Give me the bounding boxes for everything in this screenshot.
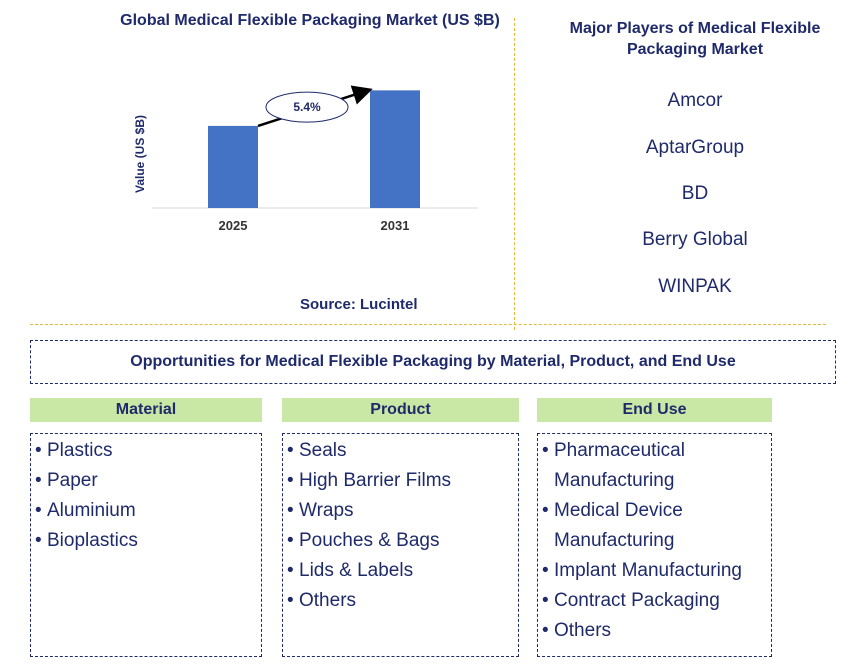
players-title: Major Players of Medical Flexible Packag… [569, 20, 821, 58]
list-item-text: Wraps [299, 500, 354, 521]
list-item: Manufacturing [542, 526, 771, 556]
list-item-text: Lids & Labels [299, 560, 414, 581]
list-item: • Others [287, 586, 518, 616]
list-item-text: Seals [299, 440, 347, 461]
horizontal-divider [30, 324, 826, 325]
list-item-text: Pouches & Bags [299, 530, 440, 551]
opportunities-title-text: Opportunities for Medical Flexible Packa… [130, 353, 736, 370]
cagr-ellipse [265, 91, 349, 123]
cagr-label: 5.4% [293, 100, 321, 114]
end-use-header: End Use [537, 398, 772, 422]
bullet-icon: • [35, 500, 42, 521]
bullet-icon: • [542, 590, 549, 611]
opportunities-title: Opportunities for Medical Flexible Packa… [30, 340, 836, 384]
bullet-icon: • [35, 470, 42, 491]
material-header: Material [30, 398, 262, 422]
bar-2031 [370, 90, 420, 208]
list-item-text: Medical Device [554, 500, 683, 521]
x-tick-2025: 2025 [219, 218, 248, 233]
player-winpak: WINPAK [658, 276, 732, 297]
player-berry-global: Berry Global [642, 229, 748, 250]
list-item-text: Others [299, 590, 357, 611]
bullet-icon: • [35, 530, 42, 551]
list-item-text: Manufacturing [554, 530, 675, 551]
list-item: • Aluminium [35, 496, 261, 526]
player-amcor: Amcor [667, 90, 723, 111]
list-item: • Plastics [35, 436, 261, 466]
bullet-icon: • [287, 590, 294, 611]
material-list: • Plastics • Paper • Aluminium • Bioplastics [35, 436, 261, 556]
material-list-box: • Plastics • Paper • Aluminium • Bioplastics [30, 433, 262, 657]
y-axis-label: Value (US $B) [133, 115, 147, 193]
list-item: Manufacturing [542, 466, 771, 496]
list-item-text: Paper [47, 470, 98, 491]
list-item-text: Bioplastics [47, 530, 138, 551]
bar-2025 [208, 125, 258, 208]
list-item: • High Barrier Films [287, 466, 518, 496]
chart-title: Global Medical Flexible Packaging Market… [120, 12, 500, 29]
list-item: • Pharmaceutical [542, 436, 771, 466]
list-item: • Wraps [287, 496, 518, 526]
list-item: • Contract Packaging [542, 586, 771, 616]
end-use-list: • Pharmaceutical Manufacturing • Medical Dev… [542, 436, 771, 646]
bullet-icon: • [287, 470, 294, 491]
bullet-icon: • [542, 500, 549, 521]
list-item: • Others [542, 616, 771, 646]
list-item: • Bioplastics [35, 526, 261, 556]
list-item: • Seals [287, 436, 518, 466]
list-item-text: Manufacturing [554, 470, 675, 491]
player-bd: BD [681, 183, 709, 204]
bullet-icon: • [287, 560, 294, 581]
x-tick-2031: 2031 [381, 218, 410, 233]
list-item-text: Implant Manufacturing [554, 560, 742, 581]
bullet-icon: • [542, 440, 549, 461]
list-item: • Lids & Labels [287, 556, 518, 586]
vertical-divider [514, 18, 515, 330]
list-item: • Pouches & Bags [287, 526, 518, 556]
list-item-text: Plastics [47, 440, 113, 461]
product-list: • Seals • High Barrier Films • Wraps • Pouches … [287, 436, 518, 616]
bullet-icon: • [287, 440, 294, 461]
bullet-icon: • [542, 620, 549, 641]
bullet-icon: • [542, 560, 549, 581]
product-list-box: • Seals • High Barrier Films • Wraps • Pouches … [282, 433, 519, 657]
chart-source: Source: Lucintel [300, 296, 418, 313]
bar-chart: Value (US $B) 2025 2031 5.4% [133, 85, 478, 233]
list-item: • Medical Device [542, 496, 771, 526]
list-item: • Paper [35, 466, 261, 496]
bullet-icon: • [287, 530, 294, 551]
product-header: Product [282, 398, 519, 422]
list-item-text: High Barrier Films [299, 470, 452, 491]
list-item-text: Aluminium [47, 500, 136, 521]
list-item-text: Pharmaceutical [554, 440, 685, 461]
player-aptargroup: AptarGroup [645, 137, 745, 158]
bullet-icon: • [35, 440, 42, 461]
list-item: • Implant Manufacturing [542, 556, 771, 586]
list-item-text: Others [554, 620, 612, 641]
bullet-icon: • [287, 500, 294, 521]
list-item-text: Contract Packaging [554, 590, 720, 611]
end-use-list-box: • Pharmaceutical Manufacturing • Medical Dev… [537, 433, 772, 657]
